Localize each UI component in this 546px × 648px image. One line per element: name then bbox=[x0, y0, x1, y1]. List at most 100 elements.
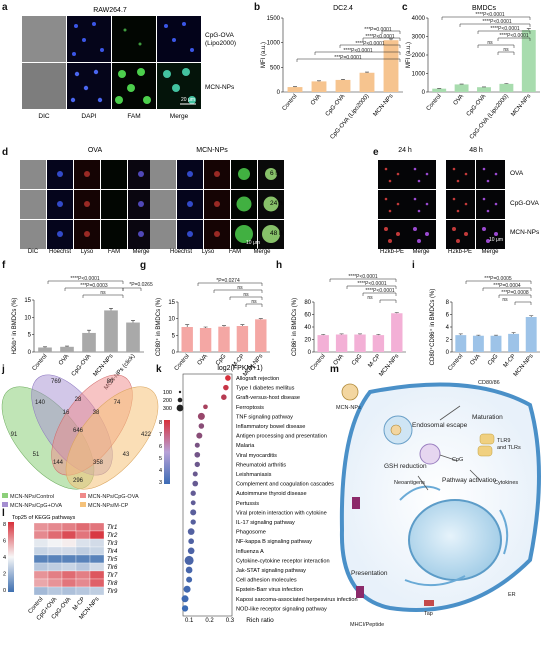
kegg-size-legend-dot-1 bbox=[178, 398, 183, 403]
panel-j-venn: 769 80 140 28 74 91 646 422 51 358 144 4… bbox=[0, 361, 175, 509]
chart-c-xtick-label-3: CpG-OVA (Lipo2000) bbox=[469, 93, 510, 140]
sig-h-3: ****P<0.0001 bbox=[365, 288, 395, 294]
sig-b-2: ****P<0.0001 bbox=[365, 34, 395, 40]
mhc-complex-2 bbox=[356, 586, 364, 598]
panel-e-col-h2kb-l: H2kb-PE bbox=[380, 249, 404, 255]
sig-f-4: *P=0.0265 bbox=[129, 282, 153, 288]
heatmap-cell-r0c1 bbox=[48, 523, 62, 531]
tlr-receptor-1 bbox=[480, 434, 494, 444]
kegg-pathway-label-20: Jak-STAT signaling pathway bbox=[236, 568, 306, 574]
panel-d-time-48h: 48 h bbox=[270, 230, 283, 237]
heatmap-scale-tick-4: 0 bbox=[3, 588, 6, 594]
chart-g-error-3 bbox=[240, 325, 244, 326]
micro-d-r1c3 bbox=[101, 190, 127, 219]
sig-b-3: ****P<0.0001 bbox=[355, 41, 385, 47]
panel-a: RAW264.7 20 μm DIC DAPI FAM Merge CpG-OV… bbox=[22, 7, 236, 120]
kegg-size-legend-label-0: 100 bbox=[163, 390, 172, 396]
chart-c-title: BMDCs bbox=[472, 5, 497, 12]
venn-count-12: 296 bbox=[73, 478, 84, 484]
panel-letter-a: a bbox=[2, 2, 8, 13]
micro-d-r1c0 bbox=[20, 190, 46, 219]
heatmap-cell-r2c3 bbox=[76, 539, 90, 547]
panel-e-row-cpg: CpG-OVA bbox=[510, 200, 539, 207]
panel-letter-d: d bbox=[2, 147, 8, 158]
kegg-pathway-label-16: Phagosome bbox=[236, 530, 266, 536]
heatmap-scale-tick-3: 2 bbox=[3, 572, 6, 578]
micro-d-r1c1-signal bbox=[57, 201, 63, 207]
micro-a-r1c2 bbox=[112, 63, 156, 109]
micro-e-r0c2 bbox=[446, 160, 475, 189]
heatmap-cell-r8c4 bbox=[90, 587, 104, 595]
chart-f-error-1 bbox=[65, 346, 69, 347]
heatmap-cell-r1c3 bbox=[76, 531, 90, 539]
chart-g-error-0 bbox=[185, 325, 189, 327]
chart-g-error-2 bbox=[222, 326, 226, 327]
chart-b-error-2 bbox=[341, 79, 345, 80]
micro-e-r1c1-dot-2 bbox=[418, 210, 421, 213]
venn-count-3: 28 bbox=[75, 397, 82, 403]
micro-d-r0c6-signal bbox=[187, 171, 193, 177]
m-label-gsh: GSH reduction bbox=[384, 463, 427, 470]
heatmap-row-label-5: Tlr6 bbox=[107, 565, 118, 571]
heatmap-row-label-6: Tlr7 bbox=[107, 573, 118, 579]
sig-g-1: *P=0.0274 bbox=[216, 278, 240, 284]
chart-i-bar-2 bbox=[491, 336, 502, 352]
kegg-pathway-label-23: Kaposi sarcoma-associated herpesvirus in… bbox=[236, 597, 358, 603]
heatmap-cell-r7c3 bbox=[76, 579, 90, 587]
micro-e-r2c0-dot-1 bbox=[396, 232, 400, 236]
kegg-pathway-label-3: Ferroptosis bbox=[236, 405, 264, 411]
micro-d-r2c6-signal bbox=[187, 231, 193, 237]
heatmap-cell-r2c0 bbox=[34, 539, 48, 547]
kegg-point-6 bbox=[196, 433, 202, 439]
heatmap-cell-r4c1 bbox=[48, 555, 62, 563]
panel-a-cell-line: RAW264.7 bbox=[93, 7, 127, 14]
kegg-pathway-label-4: TNF signaling pathway bbox=[236, 414, 293, 420]
kegg-title: log2(FPKM+1) bbox=[217, 365, 262, 372]
chart-c-ylabel: MFI (a.u.) bbox=[406, 42, 412, 68]
micro-e-r0c0-dot-0 bbox=[385, 168, 388, 171]
m-label-cd80: CD80/86 bbox=[478, 380, 500, 386]
heatmap-cell-r6c2 bbox=[62, 571, 76, 579]
micro-d-r0c0 bbox=[20, 160, 46, 189]
kegg-point-4 bbox=[198, 413, 205, 420]
chart-i-bar-4 bbox=[526, 317, 537, 352]
venn-count-11: 43 bbox=[123, 452, 130, 458]
chart-b-bar-4 bbox=[384, 40, 399, 92]
sig-g-3: ns bbox=[243, 292, 249, 298]
venn-legend-swatch-2 bbox=[2, 502, 8, 507]
chart-c-ytick-label-1: 1000 bbox=[412, 72, 426, 78]
micro-e-r0c2-dot-1 bbox=[465, 173, 468, 176]
kegg-pathway-label-13: Pertussis bbox=[236, 501, 259, 507]
chart-h-error-3 bbox=[376, 335, 380, 336]
micro-e-r0c3-dot-2 bbox=[487, 180, 490, 183]
heatmap-cell-r4c0 bbox=[34, 555, 48, 563]
sig-c-6: ns bbox=[503, 47, 509, 53]
chart-i-bar-1 bbox=[473, 336, 484, 352]
kegg-point-16 bbox=[188, 528, 195, 535]
micro-e-r1c3-dot-0 bbox=[483, 198, 486, 201]
chart-c-bar-2 bbox=[477, 87, 491, 92]
heatmap-cell-r4c3 bbox=[76, 555, 90, 563]
micro-d-r2c7-signal bbox=[214, 231, 220, 237]
m-label-cytokines: Cytokines bbox=[494, 480, 518, 486]
venn-legend-3: MCN-NPs/M-CP bbox=[88, 503, 129, 509]
chart-f-ylabel: H2kb⁺ in BMDCs (%) bbox=[11, 298, 18, 355]
venn-legend-1: MCN-NPs/CpG-OVA bbox=[88, 494, 139, 500]
chart-b-xtick-label-2: CpG-OVA bbox=[325, 93, 347, 117]
panel-d-col-dic-l: DIC bbox=[28, 249, 39, 255]
chart-g-xtick-label-0: Control bbox=[174, 353, 191, 372]
heatmap-cell-r3c2 bbox=[62, 547, 76, 555]
panel-d-col-lyso-r: Lyso bbox=[202, 249, 215, 255]
kegg-point-13 bbox=[191, 500, 196, 505]
m-label-pathway: Pathway activation bbox=[442, 477, 497, 484]
micro-e-r2c3-dot-0 bbox=[482, 227, 486, 231]
heatmap-cell-r3c0 bbox=[34, 547, 48, 555]
chart-h-bar-4 bbox=[391, 313, 402, 352]
venn-count-6: 646 bbox=[73, 428, 84, 434]
micro-e-r2c1-dot-0 bbox=[413, 227, 417, 231]
heatmap-cell-r5c0 bbox=[34, 563, 48, 571]
panel-letter-k: k bbox=[156, 364, 162, 375]
chart-b-bar-0 bbox=[288, 87, 303, 92]
